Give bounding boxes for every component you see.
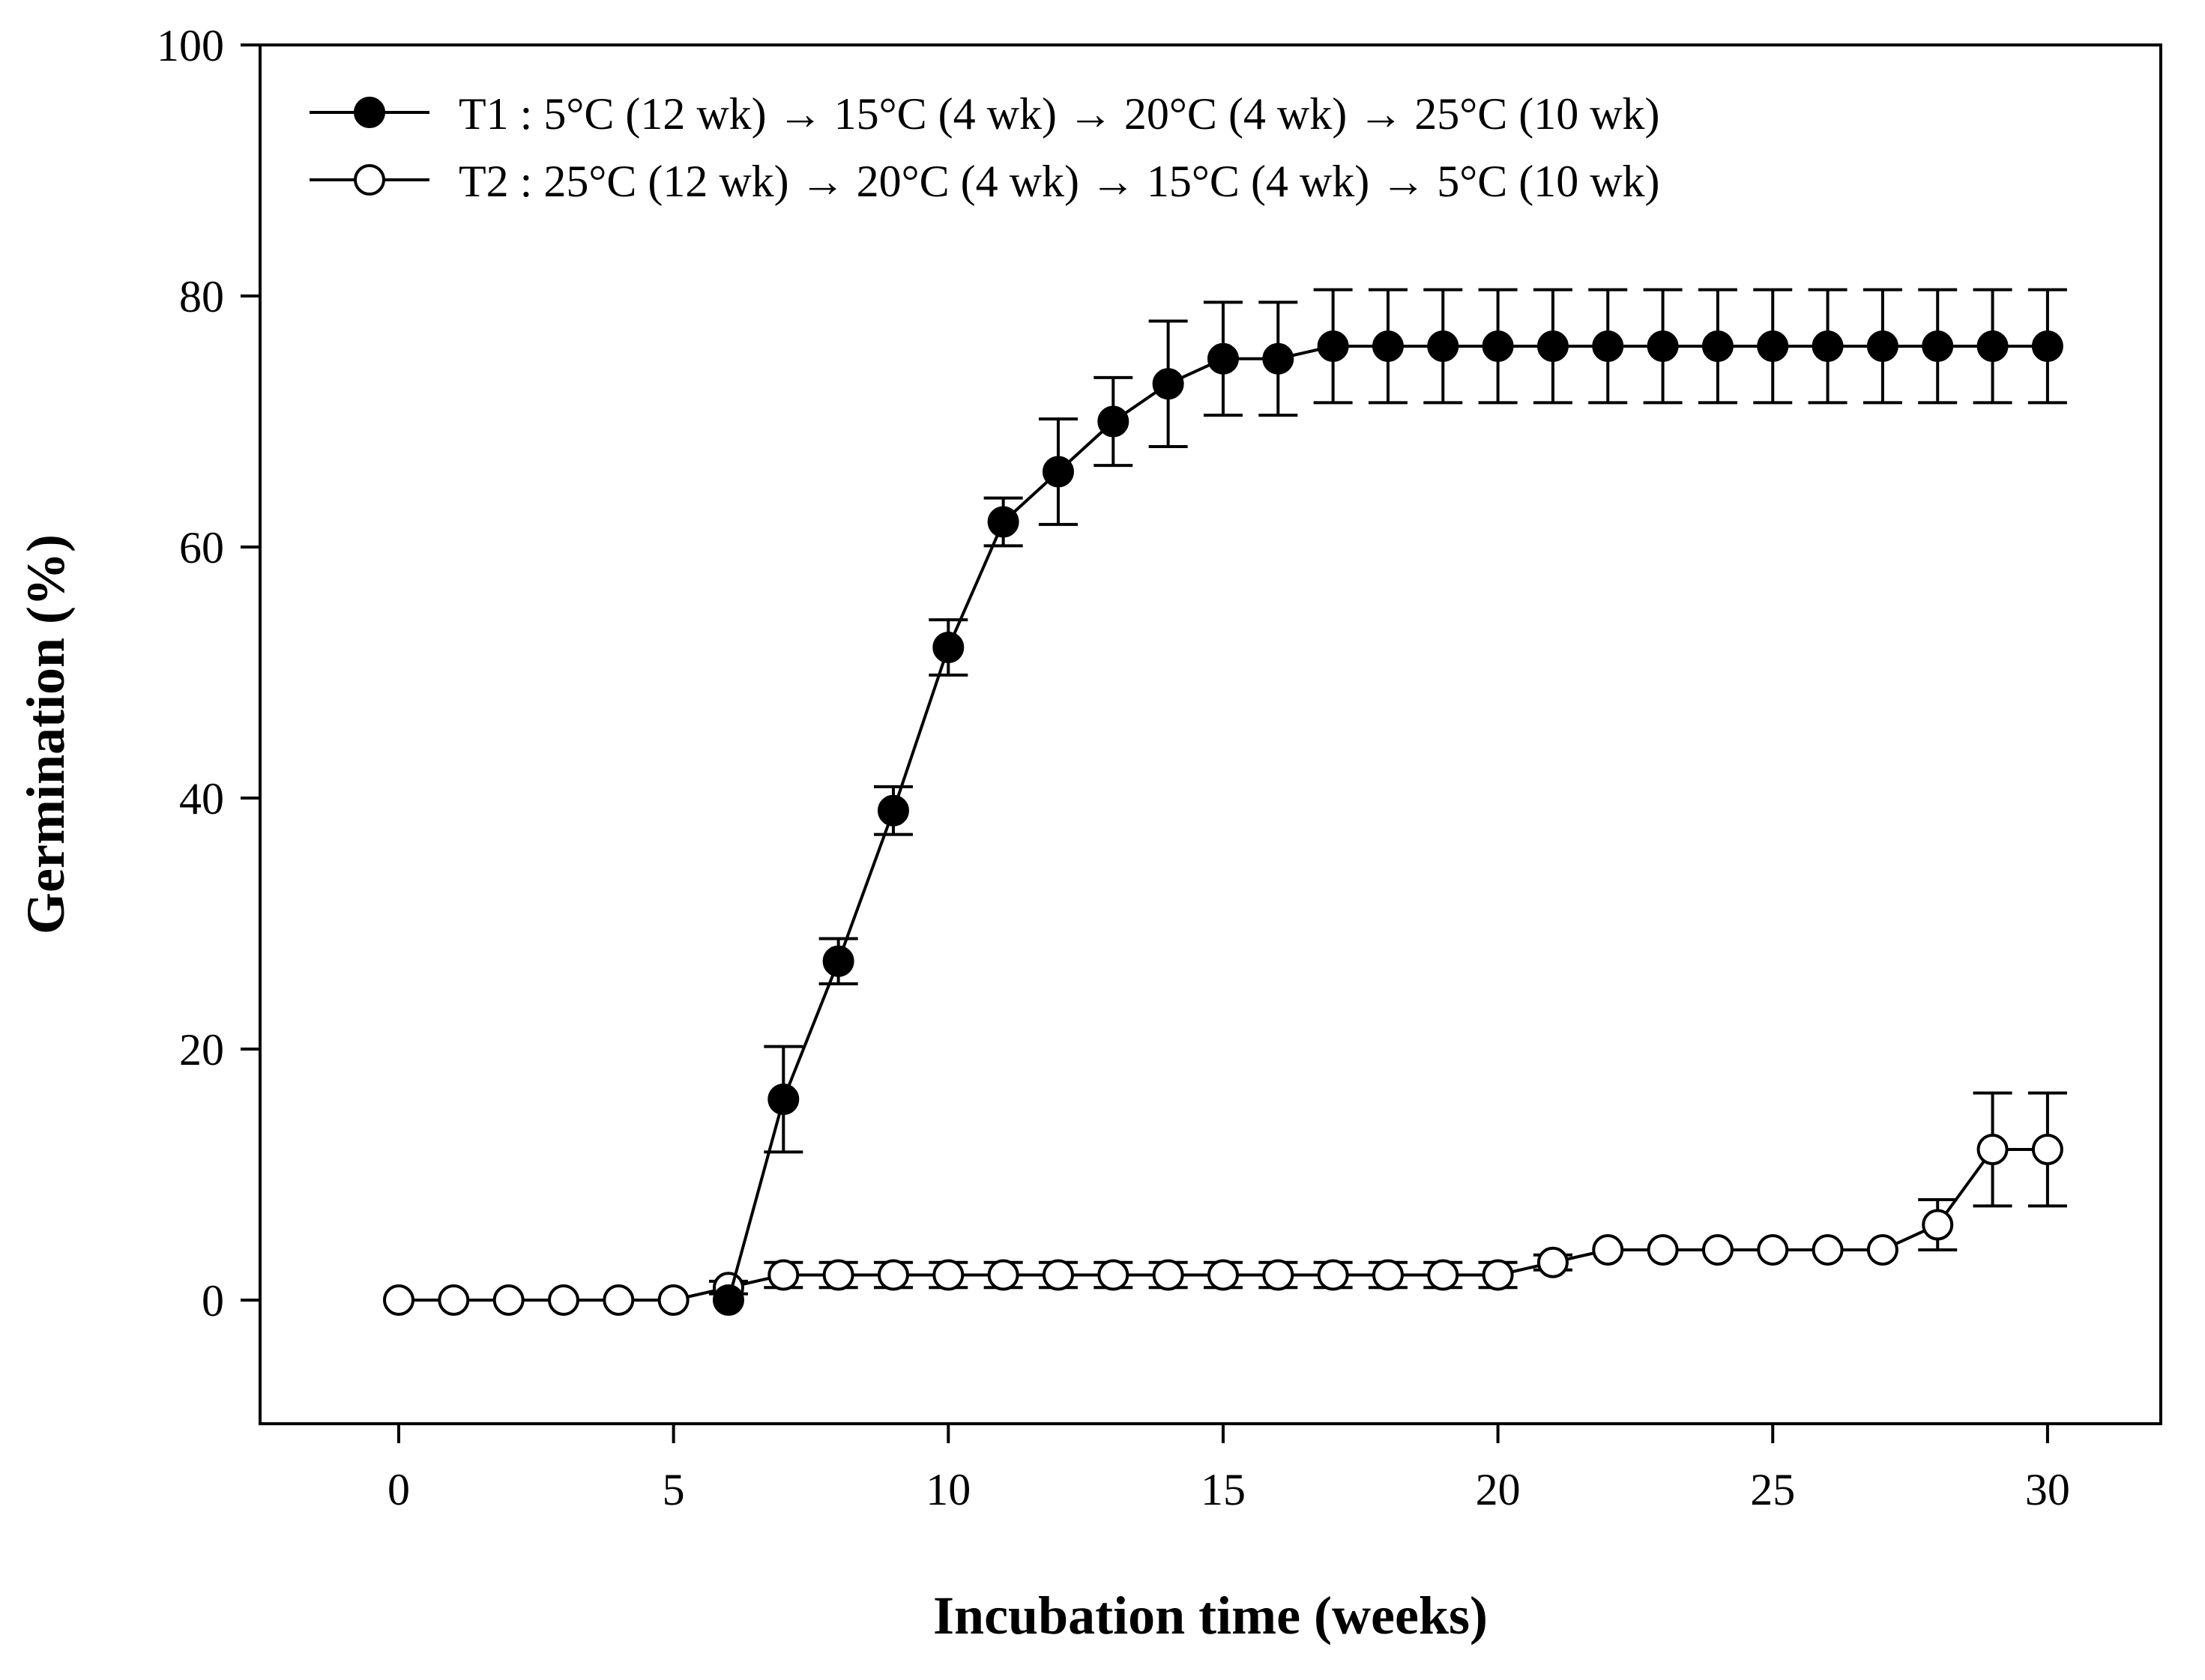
data-point <box>1812 330 1844 362</box>
x-axis-label: Incubation time (weeks) <box>933 1586 1488 1646</box>
y-tick-label: 60 <box>179 523 224 572</box>
data-point <box>1866 1234 1898 1266</box>
data-point <box>1482 1259 1514 1291</box>
data-point <box>767 1259 800 1291</box>
data-point <box>1536 330 1569 362</box>
legend-label: T1 : 5°C (12 wk) → 15°C (4 wk) → 20°C (4… <box>459 89 1660 139</box>
x-tick-label: 10 <box>926 1465 971 1514</box>
data-point <box>987 506 1019 538</box>
data-point <box>1976 330 2009 362</box>
data-point <box>1427 330 1459 362</box>
x-tick-label: 20 <box>1476 1465 1521 1514</box>
series-layer <box>383 288 2067 1316</box>
data-point <box>1976 1134 2009 1165</box>
data-point <box>1647 1234 1679 1266</box>
data-point <box>822 1259 854 1291</box>
data-point <box>1647 330 1679 362</box>
data-point <box>1922 330 1954 362</box>
data-point <box>603 1284 635 1316</box>
data-point <box>438 1284 470 1316</box>
data-point <box>1262 1259 1294 1291</box>
data-point <box>1317 330 1349 362</box>
data-point <box>1922 1209 1954 1241</box>
data-point <box>1427 1259 1459 1291</box>
data-point <box>1592 330 1624 362</box>
data-point <box>1701 330 1734 362</box>
data-point <box>1482 330 1514 362</box>
x-tick-label: 30 <box>2025 1465 2070 1514</box>
data-point <box>1536 1246 1569 1278</box>
data-point <box>1592 1234 1624 1266</box>
y-tick-label: 80 <box>179 272 224 321</box>
data-point <box>1097 1259 1129 1291</box>
data-point <box>657 1284 690 1316</box>
axes: 0 5 10 15 20 25 30 0 20 40 60 80 100 <box>157 21 2070 1514</box>
data-point <box>1812 1234 1844 1266</box>
data-point <box>1262 342 1294 375</box>
data-point <box>1207 1259 1239 1291</box>
data-point <box>932 632 965 663</box>
data-point <box>1317 1259 1349 1291</box>
data-point <box>877 1259 909 1291</box>
data-point <box>383 1284 414 1316</box>
x-tick-label: 5 <box>663 1465 685 1514</box>
plot-frame <box>259 43 2162 1425</box>
legend-marker <box>354 164 385 196</box>
data-point <box>877 794 909 827</box>
data-point <box>822 945 854 977</box>
data-point <box>987 1259 1019 1291</box>
y-tick-label: 0 <box>202 1276 224 1326</box>
legend-label: T2 : 25°C (12 wk) → 20°C (4 wk) → 15°C (… <box>459 157 1660 206</box>
data-point <box>1152 1259 1184 1291</box>
data-point <box>1372 1259 1404 1291</box>
data-point <box>712 1284 744 1316</box>
data-point <box>2031 1134 2063 1165</box>
data-point <box>2031 330 2063 362</box>
data-point <box>492 1284 525 1316</box>
data-point <box>1152 368 1184 400</box>
y-axis-label: Germination (%) <box>16 534 76 934</box>
legend: T1 : 5°C (12 wk) → 15°C (4 wk) → 20°C (4… <box>310 89 1660 206</box>
y-tick-label: 40 <box>179 774 224 824</box>
x-tick-label: 15 <box>1201 1465 1246 1514</box>
data-point <box>1042 1259 1074 1291</box>
data-point <box>1757 1234 1789 1266</box>
data-point <box>1701 1234 1734 1266</box>
legend-marker <box>354 97 385 128</box>
data-point <box>1207 342 1239 375</box>
data-point <box>1866 330 1898 362</box>
x-tick-label: 0 <box>387 1465 410 1514</box>
data-point <box>1372 330 1404 362</box>
data-point <box>1042 456 1074 488</box>
y-tick-label: 20 <box>179 1025 224 1075</box>
series-t1 <box>712 288 2067 1316</box>
y-tick-label: 100 <box>157 21 224 70</box>
x-tick-label: 25 <box>1750 1465 1795 1514</box>
data-point <box>1097 405 1129 438</box>
data-point <box>767 1084 800 1115</box>
series-line <box>727 345 2048 1301</box>
series-t2 <box>383 1091 2067 1316</box>
data-point <box>932 1259 965 1291</box>
data-point <box>547 1284 579 1316</box>
data-point <box>1757 330 1789 362</box>
